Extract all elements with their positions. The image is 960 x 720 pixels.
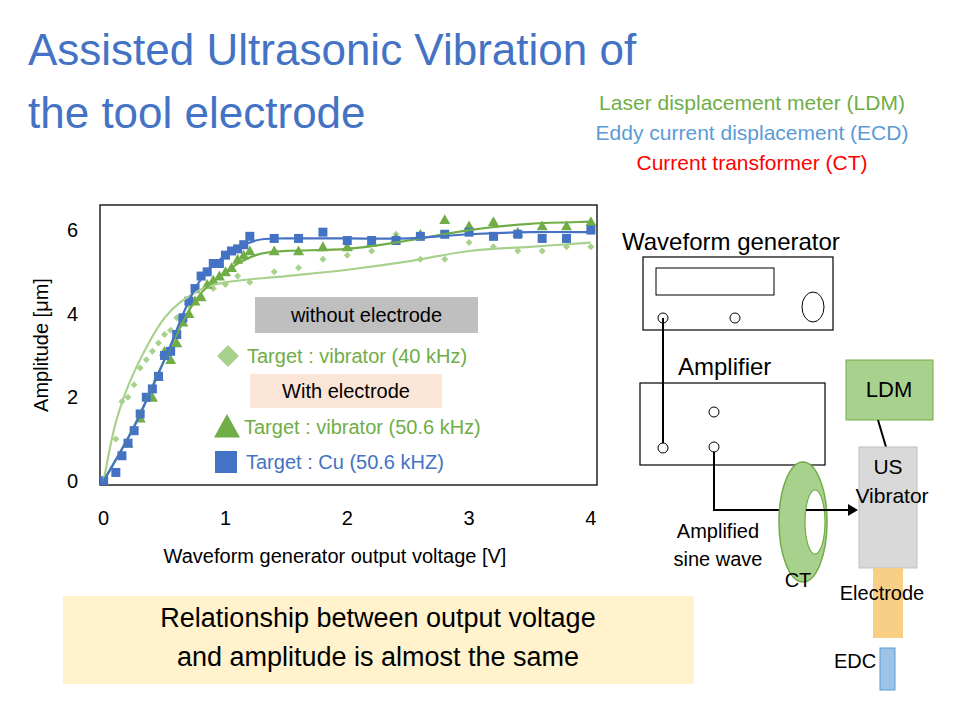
- edc-sensor: [880, 648, 895, 690]
- vibrator-label: US: [873, 455, 902, 478]
- note: Current transformer (CT): [636, 151, 867, 174]
- x-tick-label: 2: [342, 507, 353, 529]
- point: [439, 214, 450, 224]
- note: Laser displacement meter (LDM): [599, 91, 905, 114]
- point: [155, 339, 162, 346]
- point: [295, 264, 302, 271]
- trend-line: [104, 222, 591, 481]
- y-tick-label: 6: [67, 219, 78, 241]
- terminal: [709, 407, 719, 417]
- point: [149, 348, 156, 355]
- terminal: [709, 442, 719, 452]
- wire: [662, 318, 664, 448]
- slide-title: the tool electrode: [28, 88, 366, 137]
- caption-box: [63, 596, 694, 684]
- legend-group-label: With electrode: [282, 380, 410, 402]
- waveform-generator: [643, 257, 833, 330]
- ldm: [846, 360, 933, 420]
- legend-marker: [215, 451, 237, 473]
- amplifier: [640, 383, 825, 465]
- vibrator-label: Vibrator: [855, 484, 928, 507]
- terminal: [730, 313, 740, 323]
- caption: Relationship between output voltage: [160, 603, 595, 633]
- slide-title: Assisted Ultrasonic Vibration of: [28, 25, 637, 74]
- point: [587, 243, 594, 250]
- point: [562, 234, 571, 243]
- electrode-label: Electrode: [840, 582, 925, 604]
- x-tick-label: 0: [98, 507, 109, 529]
- point: [271, 268, 278, 275]
- legend-group-box: [250, 374, 442, 408]
- point: [245, 232, 254, 241]
- ct-ring: [779, 462, 827, 582]
- point: [161, 331, 168, 338]
- ldm-beam: [878, 420, 886, 447]
- point: [488, 216, 499, 226]
- point: [319, 256, 326, 263]
- terminal: [658, 443, 668, 453]
- point: [368, 247, 375, 254]
- point: [539, 247, 546, 254]
- y-tick-label: 0: [67, 470, 78, 492]
- waveform-generator-label: Waveform generator: [622, 228, 840, 255]
- point: [466, 239, 473, 246]
- series: [100, 226, 595, 485]
- display: [656, 268, 774, 295]
- point: [234, 273, 241, 280]
- legend-label: Target : vibrator (40 kHz): [247, 345, 467, 367]
- point: [143, 356, 150, 363]
- knob: [802, 292, 824, 322]
- plot-frame: [100, 205, 597, 485]
- x-tick-label: 3: [464, 507, 475, 529]
- caption: and amplitude is almost the same: [177, 642, 579, 672]
- trend-line: [104, 243, 591, 481]
- ct-hole: [805, 490, 825, 554]
- point: [111, 468, 120, 477]
- note: Eddy current displacement (ECD): [596, 121, 909, 144]
- slide: Assisted Ultrasonic Vibration of the tool…: [0, 0, 960, 720]
- y-axis-label: Amplitude [μm]: [30, 278, 52, 412]
- trend-line: [104, 232, 591, 481]
- point: [344, 252, 351, 259]
- signal-label: Amplified: [677, 520, 759, 542]
- y-tick-label: 4: [67, 303, 78, 325]
- signal-label: sine wave: [674, 548, 763, 570]
- point: [537, 220, 548, 230]
- series: [100, 214, 596, 485]
- ldm-label: LDM: [866, 377, 912, 402]
- point: [538, 234, 547, 243]
- x-tick-label: 1: [220, 507, 231, 529]
- point: [318, 228, 327, 237]
- plot-area: [100, 214, 596, 485]
- x-tick-label: 4: [585, 507, 596, 529]
- wire: [806, 509, 850, 511]
- legend-group-label: without electrode: [290, 304, 442, 326]
- point: [131, 381, 138, 388]
- ct-label: CT: [785, 569, 812, 591]
- series: [100, 231, 594, 485]
- legend-label: Target : vibrator (50.6 kHz): [244, 416, 481, 438]
- x-axis-label: Waveform generator output voltage [V]: [164, 545, 507, 567]
- legend-marker: [214, 414, 240, 437]
- legend-label: Target : Cu (50.6 kHZ): [246, 451, 444, 473]
- y-tick-label: 2: [67, 386, 78, 408]
- us-vibrator: [859, 447, 917, 568]
- point: [367, 236, 376, 245]
- edc-label: EDC: [834, 650, 876, 672]
- point: [441, 256, 448, 263]
- legend-marker: [217, 345, 239, 367]
- point: [513, 230, 522, 239]
- legend-group-box: [255, 297, 478, 333]
- amplifier-label: Amplifier: [678, 353, 771, 380]
